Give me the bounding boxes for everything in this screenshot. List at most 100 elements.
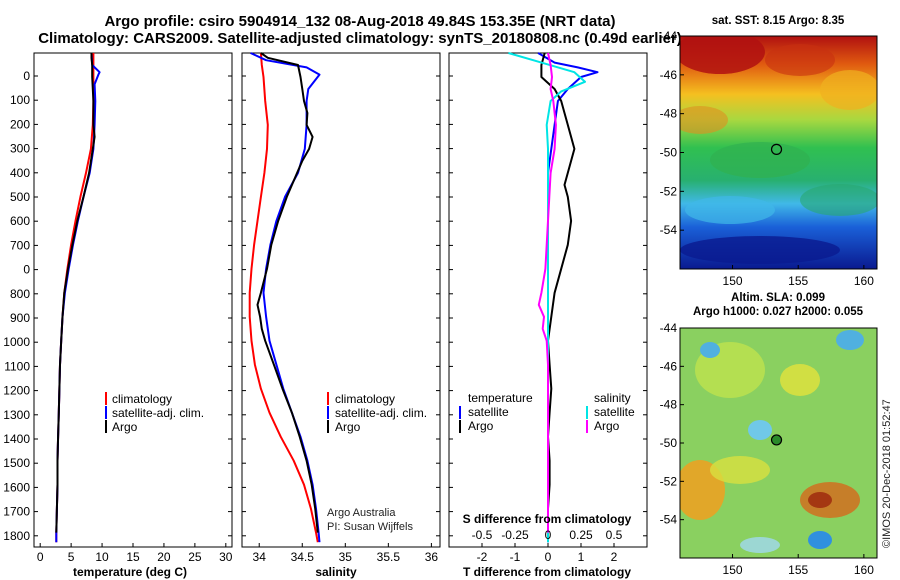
depth-tick-label: 1300 [3, 408, 30, 422]
temperature-plot [55, 52, 101, 543]
figure-title-line1: Argo profile: csiro 5904914_132 08-Aug-2… [104, 13, 615, 30]
series-line-argo [256, 52, 319, 533]
map-y-tick-label: -46 [660, 359, 678, 373]
depth-tick-label: 1200 [3, 384, 30, 398]
series-line-argo [55, 53, 96, 533]
x-tick-label: -0.5 [472, 528, 493, 542]
map-x-tick-label: 160 [854, 563, 874, 577]
x-tick-label: -0.25 [501, 528, 529, 542]
salinity-xlabel: salinity [315, 565, 357, 579]
series-line-climatology [248, 52, 319, 543]
sla-map-ticks: 150 155 160 -44 -46 -48 -50 -52 -54 [660, 321, 875, 577]
imos-watermark: ©IMOS 20-Dec-2018 01:52:47 [881, 399, 893, 548]
legend-satellite-label: satellite-adj. clim. [335, 406, 427, 420]
legend-t-satellite-label: satellite [468, 405, 509, 419]
depth-tick-label: 800 [10, 287, 30, 301]
legend-argo-label: Argo [112, 420, 138, 434]
argo-australia-note: Argo Australia [327, 507, 396, 519]
difference-plot [508, 52, 599, 543]
map-x-tick-label: 150 [723, 563, 743, 577]
temperature-xlabel: temperature (deg C) [73, 565, 187, 579]
depth-tick-label: 300 [10, 142, 30, 156]
map-y-tick-label: -50 [660, 436, 678, 450]
x-tick-label: 10 [95, 550, 109, 564]
t-difference-xlabel: T difference from climatology [463, 565, 631, 579]
series-line-salinity-argo [537, 52, 557, 533]
sla-argo-position-marker [770, 434, 783, 446]
pi-note: PI: Susan Wijffels [327, 521, 413, 533]
x-tick-label: 0 [545, 528, 552, 542]
sst-map-title: sat. SST: 8.15 Argo: 8.35 [712, 15, 845, 27]
legend-argo-label: Argo [335, 420, 361, 434]
map-x-tick-label: 160 [854, 274, 874, 288]
map-y-tick-label: -44 [660, 29, 678, 43]
map-y-tick-label: -48 [660, 398, 678, 412]
x-tick-label: 15 [126, 550, 140, 564]
x-tick-label: -1 [510, 550, 521, 564]
salinity-panel-frame [241, 52, 441, 548]
map-y-tick-label: -50 [660, 146, 678, 160]
s-difference-x-ticks: -0.5 -0.25 0 0.25 0.5 [472, 528, 623, 547]
salinity-legend: climatology satellite-adj. clim. Argo Ar… [327, 392, 427, 533]
legend-s-satellite-label: satellite [594, 405, 635, 419]
map-y-tick-label: -46 [660, 68, 678, 82]
legend-temperature-heading: temperature [468, 391, 533, 405]
x-tick-label: 2 [611, 550, 618, 564]
legend-s-argo-label: Argo [594, 419, 620, 433]
sla-map-title: Altim. SLA: 0.099 [731, 292, 825, 304]
x-tick-label: 20 [157, 550, 171, 564]
x-tick-label: 36 [425, 550, 439, 564]
map-x-tick-label: 150 [723, 274, 743, 288]
x-tick-label: 35 [339, 550, 353, 564]
sst-map-image [680, 36, 877, 269]
salinity-plot [248, 52, 321, 543]
map-x-tick-label: 155 [788, 563, 808, 577]
series-line-climatology [55, 53, 95, 543]
depth-tick-label: 400 [10, 166, 30, 180]
depth-tick-label: 1700 [3, 505, 30, 519]
map-x-tick-label: 155 [788, 274, 808, 288]
legend-climatology-label: climatology [112, 392, 172, 406]
depth-tick-label: 1800 [3, 529, 30, 543]
legend-salinity-heading: salinity [594, 391, 631, 405]
x-tick-label: 34.5 [291, 550, 315, 564]
x-tick-label: -2 [477, 550, 488, 564]
sst-argo-position-marker [770, 143, 783, 155]
sla-map-subtitle: Argo h1000: 0.027 h2000: 0.055 [693, 306, 864, 318]
depth-tick-label: 500 [10, 190, 30, 204]
depth-tick-label: 600 [10, 214, 30, 228]
x-tick-label: 30 [219, 550, 233, 564]
depth-tick-label: 100 [10, 93, 30, 107]
depth-tick-label: 200 [10, 117, 30, 131]
legend-t-argo-label: Argo [468, 419, 494, 433]
temperature-x-ticks: 0 5 10 15 20 25 30 [37, 543, 233, 564]
depth-axis: 0 100 200 300 400 500 600 700 0 800 900 1000 1100 120… [3, 69, 647, 543]
depth-tick-label: 0 [23, 69, 30, 83]
s-difference-xlabel: S difference from climatology [463, 512, 632, 526]
depth-tick-label: 1600 [3, 480, 30, 494]
legend-satellite-label: satellite-adj. clim. [112, 406, 204, 420]
temperature-legend: climatology satellite-adj. clim. Argo [105, 392, 204, 434]
legend-climatology-label: climatology [335, 392, 395, 406]
x-tick-label: 0.5 [606, 528, 623, 542]
figure-title-line2: Climatology: CARS2009. Satellite-adjuste… [38, 30, 682, 47]
x-tick-label: 1 [578, 550, 585, 564]
salinity-x-ticks: 34 34.5 35 35.5 36 [253, 543, 439, 564]
depth-tick-label: 1100 [4, 359, 30, 373]
map-y-tick-label: -44 [660, 321, 678, 335]
x-tick-label: 5 [68, 550, 75, 564]
depth-tick-label: 900 [10, 311, 30, 325]
map-y-tick-label: -52 [660, 474, 678, 488]
depth-tick-label: 1500 [3, 456, 30, 470]
depth-tick-label: 700 [10, 238, 30, 252]
x-tick-label: 0 [37, 550, 44, 564]
x-tick-label: 0 [545, 550, 552, 564]
x-tick-label: 34 [253, 550, 267, 564]
x-tick-label: 0.25 [569, 528, 593, 542]
x-tick-label: 25 [188, 550, 202, 564]
t-difference-x-ticks: -2 -1 0 1 2 [477, 543, 618, 564]
depth-tick-label: 0 [23, 263, 30, 277]
map-y-tick-label: -52 [660, 184, 678, 198]
map-y-tick-label: -54 [660, 223, 678, 237]
